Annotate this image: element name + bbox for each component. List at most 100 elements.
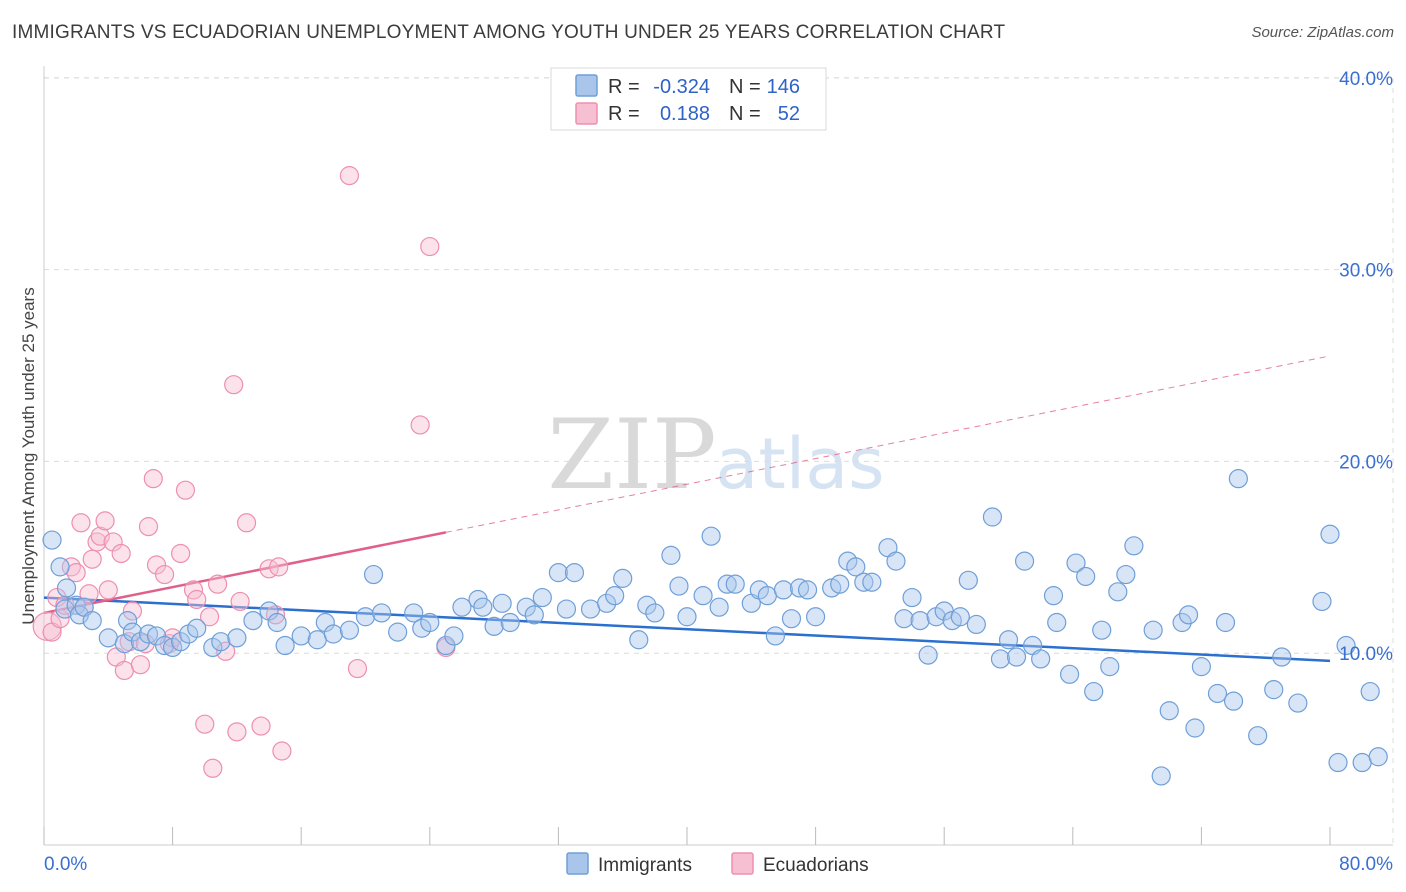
immigrants-point	[1368, 747, 1388, 767]
axes	[43, 66, 1393, 846]
immigrants-point	[966, 614, 986, 635]
immigrants-point	[1092, 620, 1112, 640]
immigrants-point	[171, 632, 191, 652]
immigrants-point	[830, 574, 850, 594]
immigrants-point	[388, 622, 408, 642]
immigrants-point	[1191, 657, 1212, 677]
immigrants-point	[1100, 657, 1120, 677]
ecuadorians-point	[230, 591, 250, 612]
immigrants-point	[1151, 766, 1171, 786]
bottom-legend-label-ecuadorians: Ecuadorians	[763, 855, 869, 876]
immigrants-point	[669, 576, 689, 596]
ecuadorians-point	[272, 741, 292, 761]
immigrants-point	[886, 551, 906, 571]
immigrants-point	[1320, 524, 1340, 544]
y-tick-label-1: 20.0%	[1339, 452, 1393, 473]
ecuadorians-point	[122, 601, 143, 621]
ecuadorians-point	[66, 563, 86, 583]
immigrants-point	[420, 612, 440, 633]
immigrants-point	[1185, 718, 1205, 738]
immigrants-point	[473, 597, 493, 617]
ecuadorians-point	[216, 641, 236, 661]
immigrants-point	[363, 564, 384, 585]
immigrants-point	[894, 609, 914, 629]
ecuadorians-point	[82, 549, 102, 569]
stats-legend: R = -0.324 N = 146 R = 0.188 N = 52	[550, 67, 827, 131]
immigrants-point	[1084, 681, 1104, 702]
immigrants-point	[1059, 664, 1080, 684]
immigrants-point	[50, 557, 70, 577]
immigrants-point	[1328, 752, 1348, 773]
ecuadorians-point	[47, 587, 67, 608]
ecuadorians-points	[32, 166, 456, 778]
immigrants-point	[597, 593, 617, 613]
immigrants-point	[56, 578, 77, 598]
immigrants-point	[1272, 647, 1292, 667]
y-tick-label-0: 10.0%	[1339, 644, 1393, 665]
immigrants-point	[452, 597, 472, 617]
immigrants-point	[122, 622, 143, 642]
immigrants-point	[259, 601, 279, 621]
immigrants-point	[564, 563, 585, 583]
y-axis-label: Unemployment Among Youth under 25 years	[19, 287, 38, 624]
immigrants-point	[958, 570, 978, 590]
immigrants-point	[773, 580, 794, 600]
ecuadorians-point	[130, 655, 151, 675]
immigrants-point	[548, 563, 569, 583]
immigrants-point	[580, 599, 601, 619]
immigrants-point	[187, 618, 207, 638]
immigrants-point	[1178, 605, 1199, 625]
immigrants-point	[605, 586, 625, 606]
immigrants-point	[918, 645, 938, 665]
immigrants-point	[950, 607, 970, 627]
legend-r-value-ecuadorians: 0.188	[660, 103, 710, 125]
immigrants-point	[154, 635, 175, 656]
immigrants-point	[902, 587, 922, 608]
legend-swatch-immigrants	[575, 74, 598, 97]
immigrants-point	[275, 635, 295, 656]
ecuadorians-point	[251, 716, 271, 736]
ecuadorians-point	[347, 658, 368, 679]
immigrants-point	[613, 568, 633, 588]
immigrants-point	[854, 572, 874, 592]
immigrants-point	[701, 526, 721, 546]
legend-r-label-immigrants: R =	[608, 76, 640, 98]
immigrants-point	[1108, 582, 1128, 602]
immigrants-point	[1047, 612, 1067, 633]
immigrants-point	[315, 612, 335, 633]
immigrants-point	[725, 574, 745, 594]
immigrants-point	[500, 612, 520, 633]
immigrants-point	[1248, 726, 1268, 746]
ecuadorians-point	[114, 660, 134, 681]
ecuadorians-point	[269, 557, 289, 577]
ecuadorians-point	[87, 532, 107, 552]
immigrants-point	[1124, 536, 1144, 556]
immigrants-trend-line	[43, 596, 1331, 663]
ecuadorians-point	[224, 375, 244, 395]
legend-n-label-immigrants: N =	[729, 76, 761, 98]
ecuadorians-point	[143, 469, 163, 489]
legend-n-value-immigrants: 146	[767, 76, 800, 98]
immigrants-point	[797, 580, 818, 600]
immigrants-point	[444, 626, 464, 646]
ecuadorians-point	[236, 513, 257, 533]
ecuadorians-point	[227, 722, 247, 742]
ecuadorians-point	[95, 511, 115, 531]
immigrants-point	[1264, 680, 1284, 700]
immigrants-point	[1352, 752, 1372, 773]
immigrants-point	[1076, 566, 1096, 587]
trend-lines	[43, 355, 1331, 663]
immigrants-point	[982, 507, 1003, 527]
immigrants-point	[1159, 701, 1179, 721]
immigrants-point	[1172, 612, 1192, 633]
immigrants-point	[765, 626, 786, 646]
immigrants-point	[291, 626, 311, 646]
bottom-legend: Immigrants Ecuadorians	[566, 852, 869, 876]
immigrants-point	[1143, 620, 1163, 640]
bottom-legend-label-immigrants: Immigrants	[598, 855, 692, 876]
immigrants-point	[637, 595, 657, 615]
ecuadorians-point	[208, 574, 228, 594]
immigrants-point	[117, 610, 138, 631]
immigrants-point	[98, 628, 118, 648]
